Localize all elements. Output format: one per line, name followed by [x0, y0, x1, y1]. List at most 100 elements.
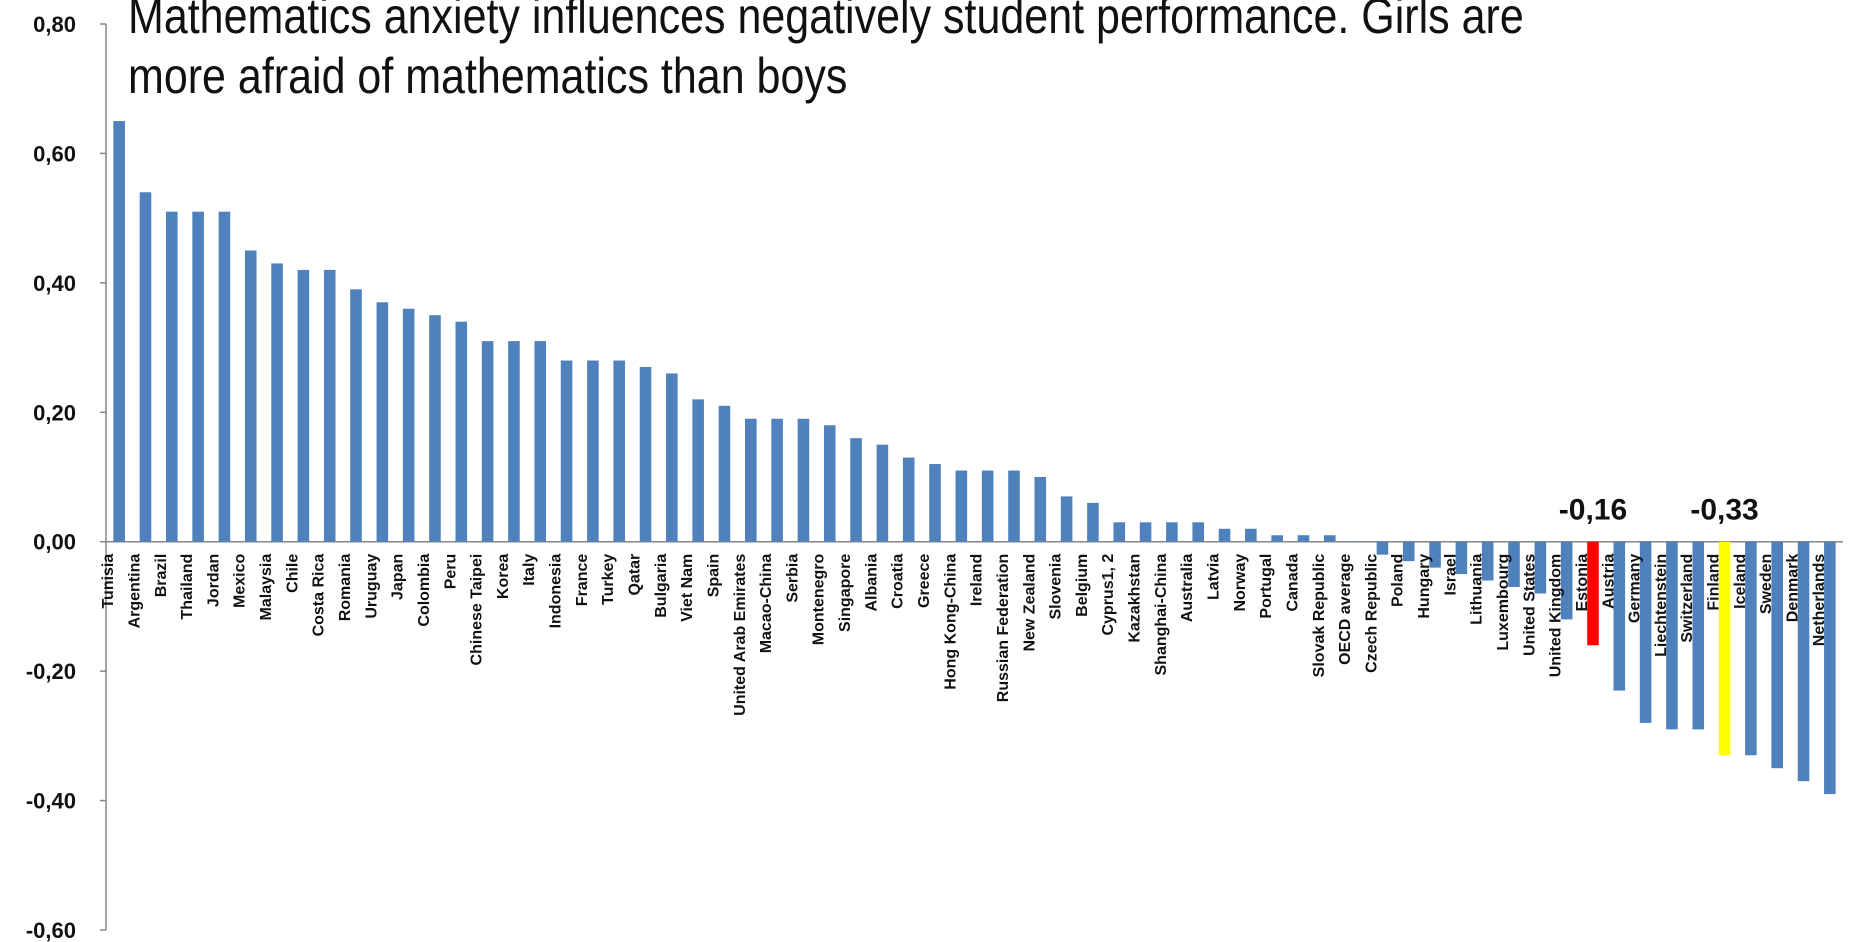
bar	[587, 360, 599, 542]
x-tick-label: United Arab Emirates	[732, 554, 749, 716]
y-tick-label: -0,60	[26, 918, 76, 942]
bar	[613, 360, 625, 542]
x-tick-label: Latvia	[1206, 554, 1223, 600]
x-tick-label: Argentina	[126, 554, 143, 629]
x-tick-label: Chile	[284, 554, 301, 593]
bar	[1508, 541, 1520, 588]
bar	[218, 211, 231, 542]
bar	[560, 360, 573, 542]
x-tick-label: Kazakhstan	[1127, 554, 1144, 643]
callout-label: -0,33	[1690, 494, 1758, 527]
x-tick-label: Romania	[337, 554, 354, 622]
x-tick-label: Iceland	[1732, 554, 1749, 609]
x-tick-label: Hong Kong-China	[942, 554, 959, 690]
bar	[429, 315, 441, 542]
x-tick-label: Croatia	[890, 554, 907, 609]
y-tick-label: 0,00	[33, 530, 76, 555]
x-tick-label: Bulgaria	[653, 554, 670, 618]
x-tick-label: Costa Rica	[311, 554, 328, 637]
x-tick-label: Germany	[1627, 554, 1644, 623]
callout-label: -0,16	[1559, 494, 1627, 527]
x-tick-label: Finland	[1706, 554, 1723, 611]
x-tick-label: Albania	[863, 554, 880, 612]
x-tick-label: Greece	[916, 554, 933, 608]
x-tick-labels: Tunisia Argentina Brazil Thailand Jordan Mexi…	[100, 553, 1828, 715]
x-tick-label: Peru	[442, 554, 459, 590]
x-tick-label: Turkey	[600, 554, 617, 605]
bar	[1139, 522, 1152, 542]
bar	[1008, 470, 1020, 542]
x-tick-label: Czech Republic	[1363, 554, 1380, 673]
x-tick-label: Viet Nam	[679, 554, 696, 622]
x-tick-label: Russian Federation	[995, 554, 1012, 702]
bar	[192, 211, 204, 542]
bar	[1745, 541, 1757, 756]
x-tick-label: Mexico	[232, 553, 249, 607]
x-tick-label: Denmark	[1785, 554, 1802, 623]
bar	[1034, 477, 1047, 542]
bar	[508, 341, 520, 542]
x-tick-label: Sweden	[1758, 554, 1775, 614]
bar	[1824, 541, 1836, 795]
bar	[1166, 522, 1178, 542]
bar	[350, 289, 362, 542]
bars	[113, 121, 1836, 795]
x-tick-label: United States	[1521, 554, 1538, 656]
bar	[1718, 541, 1731, 756]
x-tick-label: Luxembourg	[1495, 554, 1512, 651]
bar	[639, 366, 652, 542]
bar	[1692, 541, 1705, 730]
x-tick-label: Jordan	[205, 554, 222, 607]
x-tick-label: Shanghai-China	[1153, 554, 1170, 676]
x-tick-label: Austria	[1600, 554, 1617, 609]
bar	[1350, 541, 1362, 543]
x-tick-label: Belgium	[1074, 554, 1091, 617]
y-tick-label: -0,20	[26, 659, 76, 684]
bar	[1797, 541, 1810, 782]
x-tick-label: Norway	[1232, 554, 1249, 612]
y-tick-label: 0,60	[33, 141, 76, 166]
bar	[666, 373, 678, 542]
bar	[1666, 541, 1678, 730]
x-tick-label: Lithuania	[1469, 554, 1486, 625]
x-tick-label: Portugal	[1258, 554, 1275, 619]
bar	[745, 418, 757, 542]
x-tick-label: Liechtenstein	[1653, 554, 1670, 657]
x-tick-label: Slovenia	[1048, 554, 1065, 620]
bar	[850, 438, 862, 542]
bar	[1376, 541, 1389, 555]
bar	[1534, 541, 1547, 594]
x-tick-label: Montenegro	[811, 553, 828, 645]
x-tick-label: Ireland	[969, 554, 986, 606]
bar	[1297, 535, 1310, 542]
x-tick-label: Tunisia	[100, 554, 117, 609]
bar	[1613, 541, 1626, 691]
x-tick-label: Canada	[1284, 554, 1301, 612]
bar	[1429, 541, 1441, 568]
bar	[1402, 541, 1415, 562]
bar	[823, 425, 836, 542]
bar	[113, 121, 125, 542]
x-tick-label: Malaysia	[258, 554, 275, 621]
bar	[1271, 535, 1283, 542]
x-tick-label: OECD average	[1337, 554, 1354, 665]
x-tick-label: Cyprus1, 2	[1100, 554, 1117, 636]
bar	[244, 250, 257, 542]
bar	[955, 470, 968, 542]
x-tick-label: Colombia	[416, 554, 433, 627]
bar	[902, 457, 915, 542]
bar	[797, 418, 810, 542]
bar	[692, 399, 704, 542]
y-tick-label: 0,20	[33, 400, 76, 425]
bar	[876, 444, 889, 542]
bar	[1060, 496, 1073, 542]
bar	[1113, 522, 1126, 542]
x-tick-label: Slovak Republic	[1311, 554, 1328, 678]
x-tick-label: Japan	[390, 554, 407, 600]
x-tick-label: Italy	[521, 554, 538, 586]
bar	[376, 302, 389, 542]
y-tick-label: 0,80	[33, 12, 76, 37]
x-tick-label: United Kingdom	[1548, 554, 1565, 678]
bar	[981, 470, 994, 542]
x-tick-label: Spain	[705, 554, 722, 598]
